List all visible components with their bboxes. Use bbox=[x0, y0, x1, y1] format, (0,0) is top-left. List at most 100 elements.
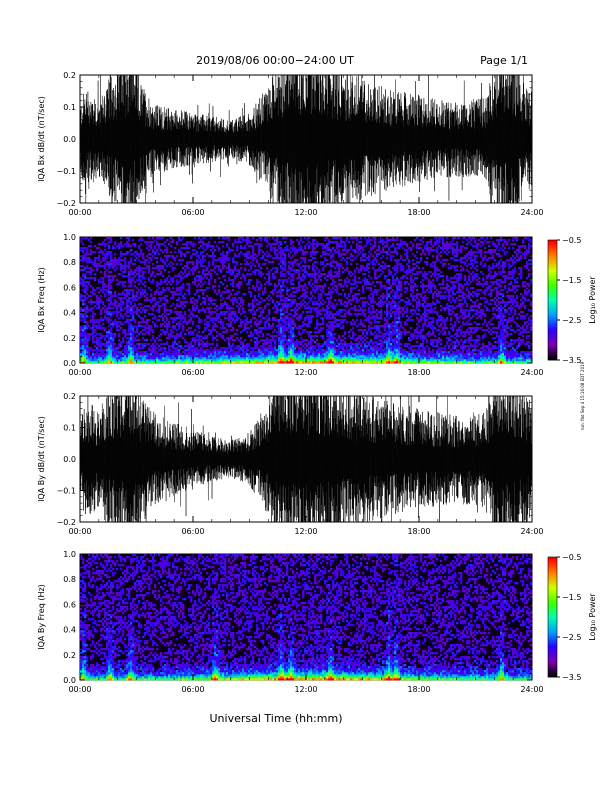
spectrogram-cell bbox=[176, 305, 179, 308]
spectrogram-cell bbox=[300, 347, 303, 350]
spectrogram-cell bbox=[118, 261, 121, 264]
spectrogram-cell bbox=[234, 277, 237, 280]
spectrogram-cell bbox=[300, 285, 303, 288]
spectrogram-cell bbox=[228, 323, 231, 326]
spectrogram-cell bbox=[176, 351, 179, 354]
spectrogram-cell bbox=[258, 245, 261, 248]
spectrogram-cell bbox=[170, 333, 173, 336]
spectrogram-cell bbox=[296, 305, 299, 308]
spectrogram-cell bbox=[158, 243, 161, 246]
spectrogram-cell bbox=[284, 305, 287, 308]
spectrogram-cell bbox=[192, 345, 195, 348]
spectrogram-cell bbox=[130, 259, 133, 262]
spectrogram-cell bbox=[176, 243, 179, 246]
spectrogram-cell bbox=[222, 335, 225, 338]
spectrogram-cell bbox=[296, 341, 299, 344]
spectrogram-cell bbox=[226, 317, 229, 320]
spectrogram-cell bbox=[132, 293, 135, 296]
spectrogram-cell bbox=[110, 297, 113, 300]
spectrogram-cell bbox=[304, 339, 307, 342]
spectrogram-cell bbox=[240, 241, 243, 244]
spectrogram-cell bbox=[292, 299, 295, 302]
spectrogram-cell bbox=[244, 311, 247, 314]
spectrogram-cell bbox=[86, 327, 89, 330]
spectrogram-cell bbox=[314, 307, 317, 310]
spectrogram-cell bbox=[166, 283, 169, 286]
spectrogram-cell bbox=[130, 261, 133, 264]
spectrogram-cell bbox=[148, 305, 151, 308]
spectrogram-cell bbox=[160, 329, 163, 332]
spectrogram-cell bbox=[306, 243, 309, 246]
spectrogram-cell bbox=[120, 241, 123, 244]
spectrogram-cell bbox=[120, 253, 123, 256]
spectrogram-cell bbox=[306, 351, 309, 354]
spectrogram-cell bbox=[302, 359, 305, 362]
spectrogram-cell bbox=[128, 271, 131, 274]
spectrogram-cell bbox=[110, 327, 113, 330]
spectrogram-cell bbox=[130, 309, 133, 312]
spectrogram-cell bbox=[366, 355, 369, 358]
spectrogram-cell bbox=[214, 299, 217, 302]
spectrogram-cell bbox=[94, 279, 97, 282]
spectrogram-cell bbox=[208, 261, 211, 264]
spectrogram-cell bbox=[216, 361, 219, 364]
spectrogram-cell bbox=[298, 327, 301, 330]
spectrogram-cell bbox=[186, 323, 189, 326]
spectrogram-cell bbox=[264, 305, 267, 308]
spectrogram-cell bbox=[272, 317, 275, 320]
spectrogram-cell bbox=[126, 361, 129, 364]
spectrogram-cell bbox=[102, 353, 105, 356]
spectrogram-cell bbox=[346, 343, 349, 346]
spectrogram-cell bbox=[132, 279, 135, 282]
spectrogram-cell bbox=[168, 243, 171, 246]
spectrogram-cell bbox=[164, 263, 167, 266]
spectrogram-cell bbox=[86, 335, 89, 338]
spectrogram-cell bbox=[320, 301, 323, 304]
spectrogram-cell bbox=[228, 325, 231, 328]
spectrogram-cell bbox=[154, 297, 157, 300]
spectrogram-cell bbox=[148, 271, 151, 274]
spectrogram-cell bbox=[274, 267, 277, 270]
spectrogram-cell bbox=[356, 319, 359, 322]
spectrogram-cell bbox=[322, 349, 325, 352]
spectrogram-cell bbox=[186, 261, 189, 264]
spectrogram-cell bbox=[156, 351, 159, 354]
spectrogram-cell bbox=[272, 351, 275, 354]
spectrogram-cell bbox=[256, 347, 259, 350]
spectrogram-cell bbox=[106, 257, 109, 260]
spectrogram-cell bbox=[156, 267, 159, 270]
spectrogram-cell bbox=[150, 349, 153, 352]
spectrogram-cell bbox=[358, 277, 361, 280]
page-indicator: Page 1/1 bbox=[480, 54, 528, 67]
spectrogram-cell bbox=[82, 247, 85, 250]
spectrogram-cell bbox=[368, 303, 371, 306]
spectrogram-cell bbox=[268, 277, 271, 280]
spectrogram-cell bbox=[130, 347, 133, 350]
spectrogram-cell bbox=[98, 361, 101, 364]
spectrogram-cell bbox=[298, 359, 301, 362]
spectrogram-cell bbox=[130, 245, 133, 248]
spectrogram-cell bbox=[224, 317, 227, 320]
spectrogram-cell bbox=[144, 261, 147, 264]
spectrogram-cell bbox=[166, 317, 169, 320]
spectrogram-cell bbox=[330, 291, 333, 294]
spectrogram-cell bbox=[324, 247, 327, 250]
spectrogram-cell bbox=[112, 333, 115, 336]
spectrogram-cell bbox=[140, 351, 143, 354]
spectrogram-cell bbox=[132, 331, 135, 334]
spectrogram-cell bbox=[142, 351, 145, 354]
spectrogram-cell bbox=[222, 283, 225, 286]
spectrogram-cell bbox=[308, 281, 311, 284]
spectrogram-cell bbox=[110, 335, 113, 338]
spectrogram-cell bbox=[230, 307, 233, 310]
spectrogram-cell bbox=[168, 287, 171, 290]
spectrogram-cell bbox=[92, 359, 95, 362]
spectrogram-cell bbox=[196, 279, 199, 282]
spectrogram-cell bbox=[150, 241, 153, 244]
spectrogram-cell bbox=[252, 299, 255, 302]
spectrogram-cell bbox=[256, 355, 259, 358]
spectrogram-cell bbox=[366, 287, 369, 290]
spectrogram-cell bbox=[84, 351, 87, 354]
spectrogram-cell bbox=[144, 357, 147, 360]
spectrogram-cell bbox=[212, 325, 215, 328]
